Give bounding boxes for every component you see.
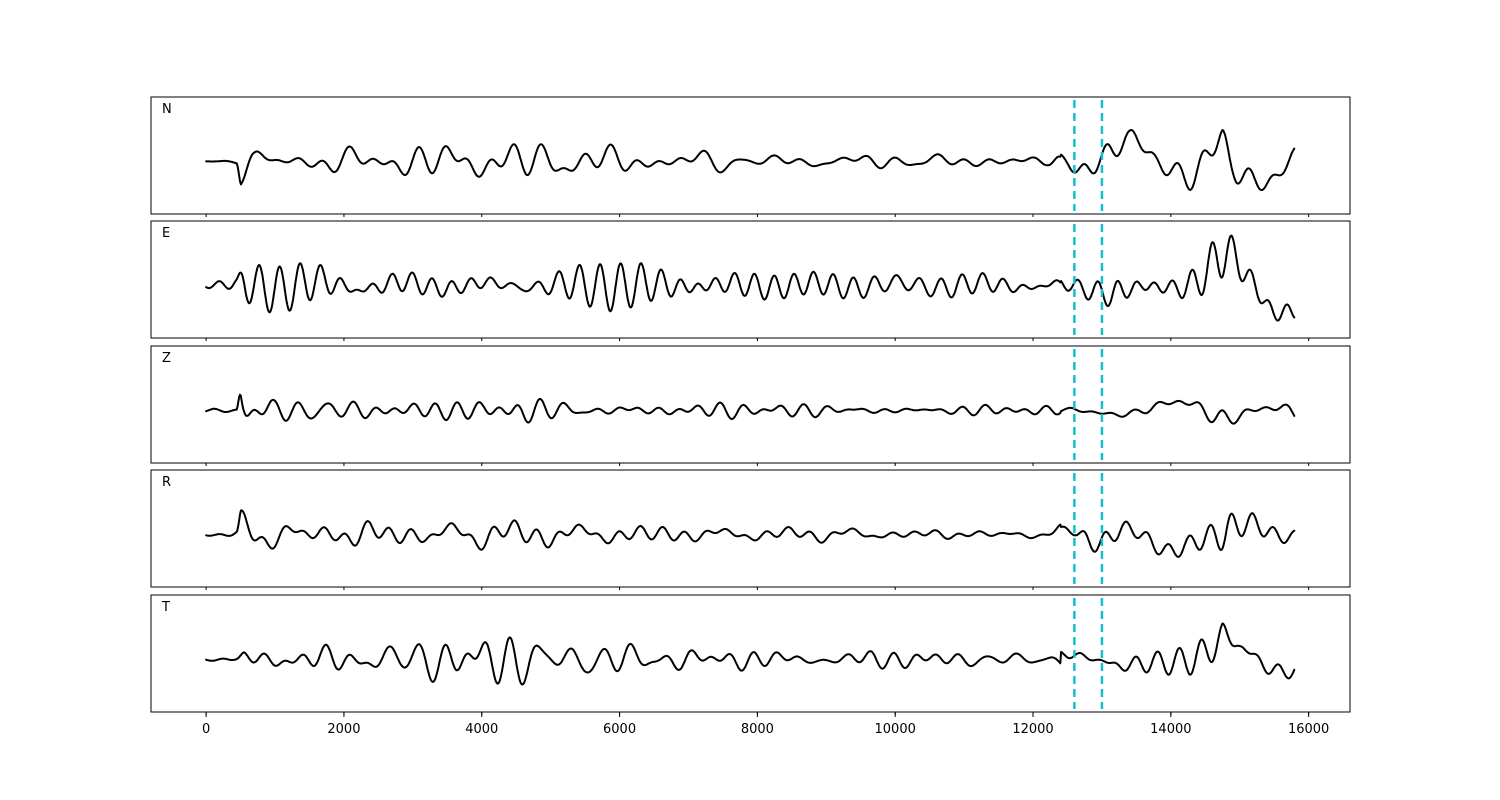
panel-label: R [162, 475, 171, 490]
x-axis: 0 2000 4000 6000 8000 10000 12000 14000 16000 [202, 712, 1329, 737]
waveform-trace [205, 393, 1296, 425]
panel-frame [150, 594, 1351, 713]
x-tick-label: 16000 [1288, 722, 1329, 737]
waveform-trace [205, 622, 1296, 686]
panel-label: T [161, 600, 170, 615]
x-tick-label: 4000 [465, 722, 498, 737]
panel-z: Z [150, 345, 1351, 466]
panels-group: N E Z R T [150, 96, 1351, 715]
x-tick-label: 2000 [327, 722, 360, 737]
panel-frame [150, 469, 1351, 588]
panel-t: T [150, 594, 1351, 715]
panel-frame [150, 220, 1351, 339]
x-tick-label: 6000 [603, 722, 636, 737]
panel-n: N [150, 96, 1351, 217]
panel-r: R [150, 469, 1351, 590]
x-tick-label: 14000 [1150, 722, 1191, 737]
panel-label: E [162, 226, 170, 241]
waveform-trace [205, 234, 1296, 322]
panel-e: E [150, 220, 1351, 341]
x-tick-label: 8000 [741, 722, 774, 737]
panel-label: N [162, 102, 172, 117]
panel-frame [150, 96, 1351, 215]
waveform-trace [205, 509, 1296, 558]
panel-frame [150, 345, 1351, 464]
x-tick-label: 12000 [1012, 722, 1053, 737]
panel-label: Z [162, 351, 171, 366]
waveform-trace [205, 129, 1296, 191]
x-tick-label: 10000 [875, 722, 916, 737]
x-tick-label: 0 [202, 722, 210, 737]
